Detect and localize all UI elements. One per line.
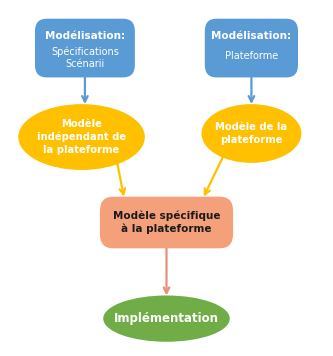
Text: Modélisation:: Modélisation: [45,31,125,41]
Ellipse shape [103,295,230,342]
Ellipse shape [201,104,301,163]
Text: Modèle spécifique
à la plateforme: Modèle spécifique à la plateforme [113,211,220,234]
Text: Modèle de la
plateforme: Modèle de la plateforme [215,122,287,145]
FancyBboxPatch shape [205,19,298,78]
FancyBboxPatch shape [100,197,233,248]
Text: Modélisation:: Modélisation: [211,31,291,41]
Ellipse shape [18,104,145,170]
FancyBboxPatch shape [35,19,135,78]
Text: Modèle
indépendant de
la plateforme: Modèle indépendant de la plateforme [37,119,126,155]
Text: Spécifications
Scénarii: Spécifications Scénarii [51,47,119,69]
Text: Plateforme: Plateforme [225,51,278,61]
Text: Implémentation: Implémentation [114,312,219,325]
